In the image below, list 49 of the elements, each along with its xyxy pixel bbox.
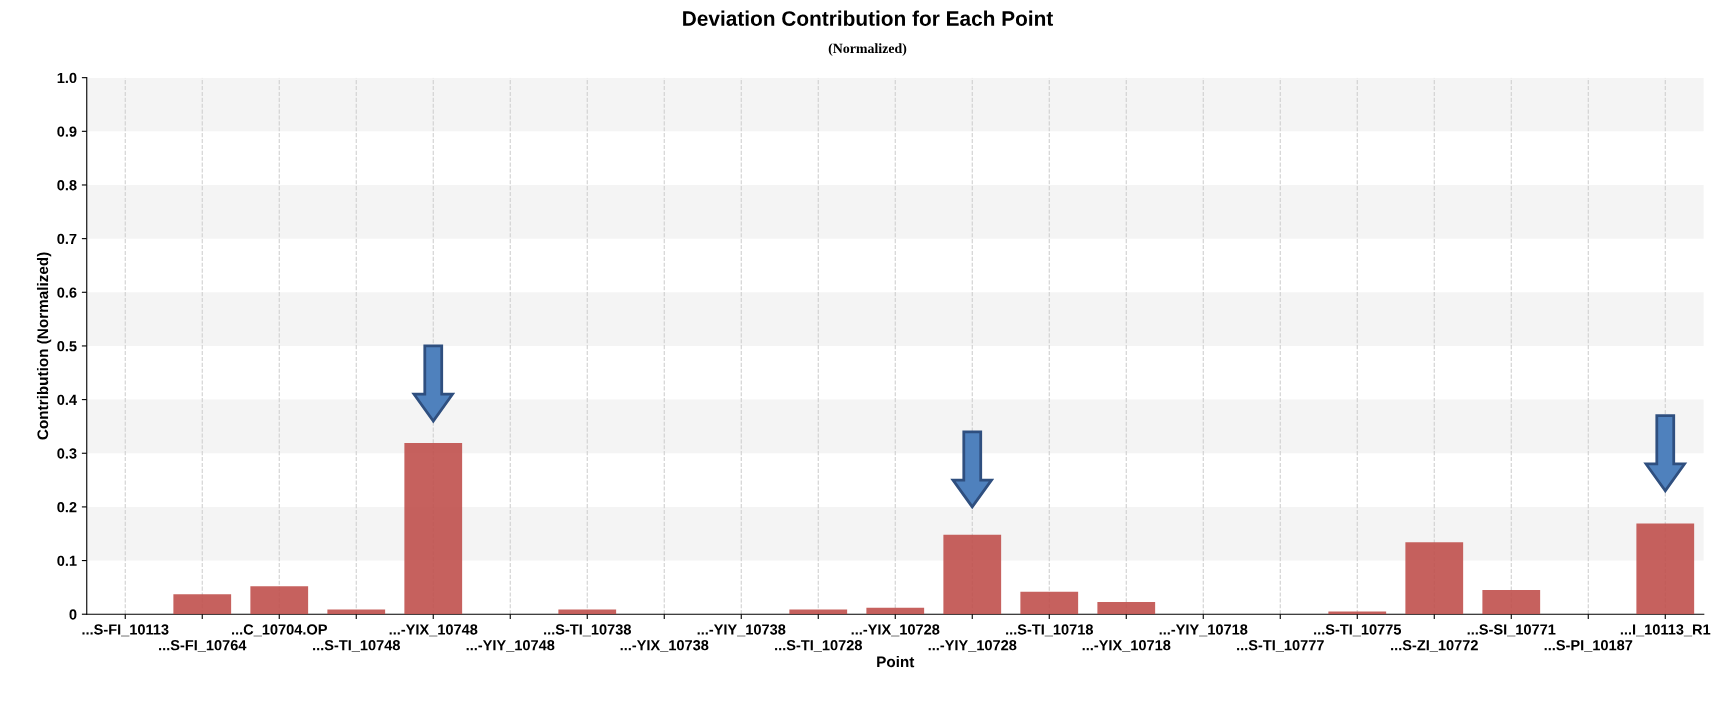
bar	[943, 534, 1002, 615]
bar	[250, 586, 309, 615]
bar	[327, 609, 386, 615]
bar	[1097, 601, 1156, 615]
bar	[789, 609, 848, 615]
y-tick-label: 0.9	[57, 126, 77, 137]
x-tick-label: ...-YIY_10738	[697, 624, 786, 637]
bar	[404, 443, 463, 615]
y-tick-label: 1.0	[57, 72, 77, 84]
bar	[1636, 523, 1695, 615]
y-tick-label: 0.7	[57, 233, 77, 245]
bar	[1482, 590, 1541, 615]
x-tick-label: ...S-TI_10748	[313, 640, 400, 652]
x-tick-label: ...S-PI_10187	[1544, 640, 1633, 652]
y-tick-label: 0.6	[57, 287, 77, 298]
x-tick-label: ...-YIX_10728	[851, 624, 940, 637]
x-tick-label: ...S-FI_10113	[82, 624, 169, 637]
y-axis-title: Contribution (Normalized)	[36, 252, 52, 440]
y-tick-label: 0.4	[57, 394, 77, 406]
x-tick-label: ...-YIX_10738	[620, 640, 709, 652]
x-tick-label: ...S-FI_10764	[159, 640, 247, 652]
x-tick-label: ...I_10113_R1	[1620, 624, 1711, 637]
x-tick-label: ...S-ZI_10772	[1391, 640, 1478, 652]
x-tick-label: ...-YIY_10728	[928, 640, 1017, 652]
chart-title: Deviation Contribution for Each Point	[683, 10, 1054, 26]
x-tick-label: ...S-TI_10728	[775, 640, 862, 652]
x-tick-label: ...S-TI_10777	[1237, 640, 1324, 652]
x-tick-label: ...-YIX_10718	[1082, 640, 1171, 652]
x-axis-title: Point	[877, 656, 915, 668]
chart-subtitle: (Normalized)	[828, 43, 907, 56]
y-tick-label: 0.5	[57, 341, 77, 352]
x-tick-label: ...-YIX_10748	[389, 624, 478, 637]
bar	[558, 609, 617, 615]
x-tick-label: ...-YIY_10748	[466, 640, 555, 652]
x-tick-label: ...S-TI_10738	[544, 624, 631, 637]
bar	[1405, 542, 1464, 615]
y-tick-label: 0.3	[57, 448, 77, 459]
x-tick-label: ...-YIY_10718	[1159, 624, 1248, 637]
y-tick-label: 0	[69, 609, 77, 620]
y-tick-label: 0.2	[57, 502, 77, 513]
y-tick-label: 0.8	[57, 180, 77, 191]
bar	[173, 594, 232, 615]
y-tick-label: 0.1	[57, 555, 77, 566]
x-tick-label: ...S-TI_10775	[1314, 624, 1402, 637]
bar	[1020, 591, 1079, 615]
x-tick-label: ...C_10704.OP	[232, 624, 327, 637]
bar	[866, 607, 925, 615]
x-tick-label: ...S-SI_10771	[1467, 624, 1556, 637]
x-tick-label: ...S-TI_10718	[1006, 624, 1093, 637]
